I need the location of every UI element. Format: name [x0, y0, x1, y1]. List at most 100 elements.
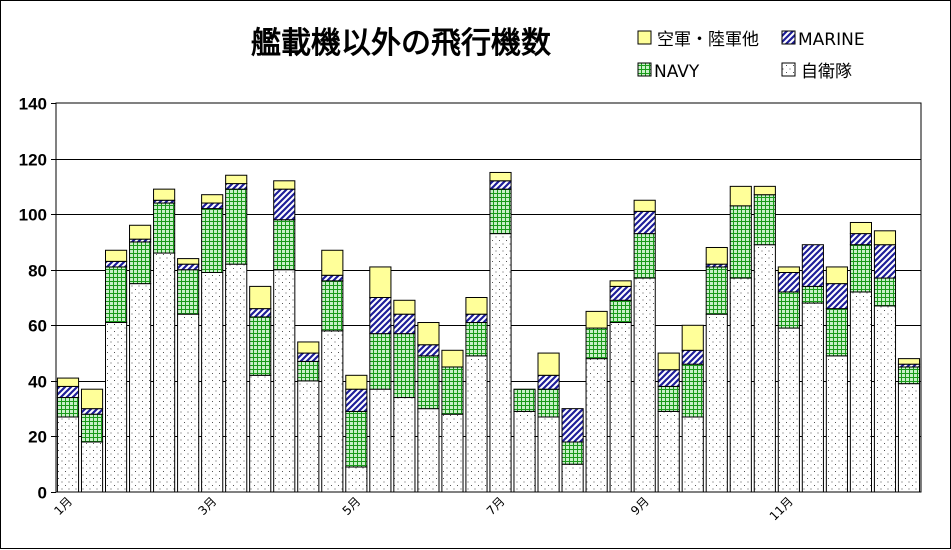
bar-segment-navy	[489, 188, 512, 235]
legend-swatch-jsdf	[781, 62, 796, 77]
bar-segment-marine	[273, 188, 296, 221]
bar-segment-navy	[753, 194, 776, 246]
bar-segment-marine	[825, 283, 848, 310]
bar-segment-jsdf	[105, 322, 128, 493]
bar-segment-navy	[56, 397, 80, 418]
bar-segment-jsdf	[369, 388, 392, 493]
bar-segment-jsdf	[393, 397, 416, 493]
bar-segment-army	[369, 266, 392, 299]
bar-segment-navy	[153, 202, 176, 254]
legend-swatch-navy	[637, 62, 652, 77]
bar-segment-jsdf	[873, 305, 897, 493]
bar-segment-jsdf	[273, 269, 296, 493]
bar-segment-jsdf	[417, 408, 440, 493]
bar-segment-navy	[849, 244, 872, 293]
x-tick-label: 7月	[484, 494, 508, 518]
bar-segment-army	[633, 199, 656, 212]
bar-segment-navy	[345, 410, 368, 468]
x-tick-label: 9月	[628, 494, 652, 518]
bar-segment-army	[825, 266, 848, 285]
legend-label-army: 空軍・陸軍他	[657, 30, 759, 50]
bar-segment-jsdf	[129, 283, 152, 493]
bar-segment-jsdf	[225, 263, 248, 493]
plot-area	[56, 103, 921, 492]
bar-segment-army	[129, 224, 152, 240]
x-axis: 1月 3月 5月 7月 9月 11月	[51, 494, 796, 523]
legend: 空軍・陸軍他 MARINE NAVY 自衛隊	[637, 30, 865, 82]
bar-segment-marine	[561, 408, 584, 443]
bar-segment-navy	[417, 355, 440, 410]
bar-segment-navy	[441, 366, 464, 415]
bar-segment-army	[417, 322, 440, 346]
y-tick-label: 60	[28, 317, 47, 336]
bar-segment-army	[80, 388, 104, 410]
bar-segment-army	[777, 266, 800, 274]
legend-label-navy: NAVY	[654, 62, 700, 82]
bar-segment-marine	[489, 180, 512, 190]
x-tick-label: 1月	[51, 494, 75, 518]
bar-segment-navy	[129, 241, 152, 285]
bar-segment-jsdf	[489, 233, 512, 493]
bar-segment-marine	[201, 202, 224, 210]
bar-segment-navy	[705, 266, 728, 315]
legend-label-marine: MARINE	[798, 30, 865, 50]
bar-segment-jsdf	[777, 327, 800, 493]
bar-segment-army	[225, 174, 248, 185]
bar-segment-navy	[321, 280, 344, 332]
bar-segment-marine	[609, 285, 632, 301]
bar-segment-army	[537, 352, 560, 376]
bar-segment-army	[873, 230, 897, 246]
bar-segment-army	[897, 358, 921, 365]
bar-segment-marine	[849, 233, 872, 246]
bar-segment-navy	[681, 363, 704, 418]
bar-segment-navy	[633, 233, 656, 279]
bar-segment-marine	[297, 352, 320, 362]
bar-segment-marine	[537, 374, 560, 390]
x-tick-label: 3月	[196, 494, 220, 518]
y-tick-label: 80	[28, 262, 47, 281]
bar-segment-army	[153, 188, 176, 201]
bar-segment-marine	[225, 183, 248, 190]
bar-segment-jsdf	[537, 416, 560, 493]
bar-segment-navy	[105, 266, 128, 324]
bar-segment-marine	[873, 244, 897, 279]
bar-segment-marine	[249, 308, 272, 318]
bar-segment-army	[441, 349, 464, 368]
bar-segment-army	[105, 249, 128, 262]
bar-segment-navy	[513, 388, 536, 412]
bar-segment-navy	[249, 316, 272, 376]
bar-segment-marine	[681, 349, 704, 365]
bar-segment-jsdf	[705, 313, 728, 493]
gridlines	[56, 159, 921, 437]
bar-segment-navy	[657, 385, 680, 412]
bar-segment-marine	[321, 274, 344, 282]
bar-segment-marine	[56, 385, 80, 399]
bar-segment-jsdf	[801, 302, 824, 493]
bar-segment-army	[465, 297, 488, 315]
bar-segment-jsdf	[609, 322, 632, 493]
bar-segment-navy	[777, 291, 800, 329]
bar-segment-jsdf	[153, 252, 176, 493]
bar-segment-jsdf	[56, 416, 80, 493]
bar-segment-army	[657, 352, 680, 371]
bar-segment-army	[705, 246, 728, 265]
bar-segment-navy	[825, 308, 848, 357]
bar-segment-navy	[897, 366, 921, 385]
bar-segment-army	[321, 249, 344, 276]
bar-segment-navy	[537, 388, 560, 418]
bar-segment-jsdf	[297, 380, 320, 493]
bar-segment-marine	[369, 297, 392, 335]
bar-segment-jsdf	[465, 355, 488, 493]
bar-segment-marine	[177, 263, 200, 271]
y-axis: 0 20 40 60 80 100 120 140	[19, 95, 56, 503]
bar-segment-army	[729, 185, 752, 207]
bar-segment-marine	[393, 313, 416, 335]
bar-segment-jsdf	[201, 271, 224, 493]
bar-segment-marine	[465, 313, 488, 324]
legend-label-jsdf: 自衛隊	[801, 62, 852, 82]
bar-segment-army	[177, 258, 200, 265]
bar-segment-jsdf	[849, 291, 872, 493]
bar-segment-army	[393, 299, 416, 315]
bar-segment-marine	[777, 271, 800, 293]
